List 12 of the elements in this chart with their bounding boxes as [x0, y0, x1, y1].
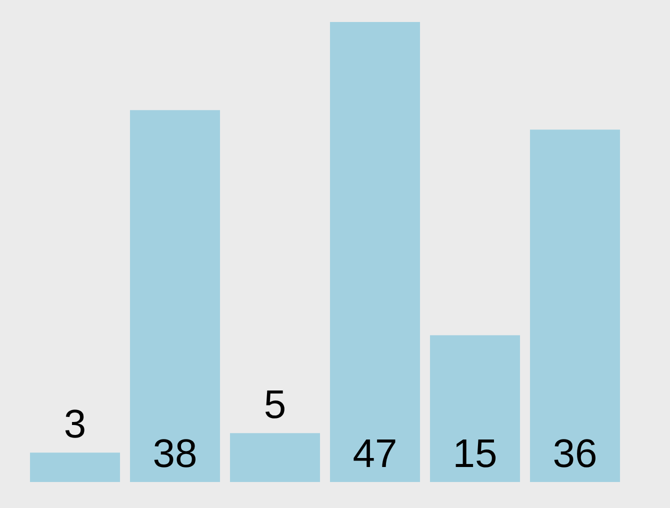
data-label: 3 — [64, 402, 86, 447]
bar — [30, 452, 120, 482]
bar — [530, 130, 620, 482]
bar — [230, 433, 320, 482]
bar — [430, 335, 520, 482]
data-label: 15 — [452, 432, 498, 476]
bar — [130, 110, 220, 482]
data-label: 38 — [152, 432, 198, 476]
data-label: 5 — [264, 383, 286, 428]
data-label: 36 — [552, 432, 598, 476]
data-label: 47 — [352, 432, 398, 476]
bar — [330, 22, 420, 482]
